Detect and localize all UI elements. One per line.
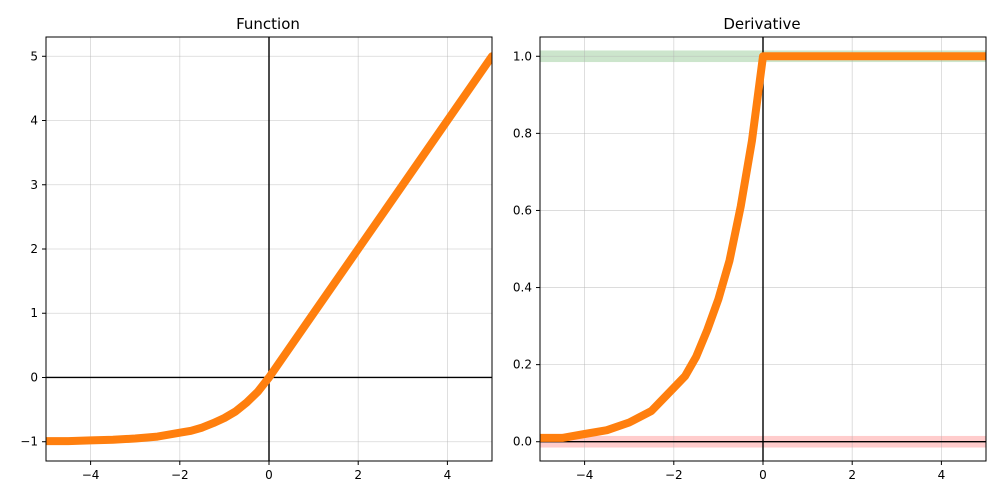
function-y-tick-label-5: 4: [30, 114, 38, 128]
derivative-x-tick-label-2: 0: [759, 468, 767, 482]
derivative-y-tick-label-5: 1.0: [513, 49, 532, 63]
derivative-title: Derivative: [723, 15, 800, 33]
derivative-x-tick-label-4: 4: [938, 468, 946, 482]
derivative-plot-area: [540, 37, 986, 461]
function-y-tick-label-1: 0: [30, 370, 38, 384]
function-x-tick-label-3: 2: [354, 468, 362, 482]
function-x-tick-label-2: 0: [265, 468, 273, 482]
derivative-x-tick-label-3: 2: [848, 468, 856, 482]
function-x-tick-label-1: −2: [171, 468, 189, 482]
function-y-tick-label-4: 3: [30, 178, 38, 192]
function-y-tick-label-3: 2: [30, 242, 38, 256]
function-y-tick-label-0: −1: [20, 435, 38, 449]
function-x-tick-label-4: 4: [444, 468, 452, 482]
function-x-tick-label-0: −4: [82, 468, 100, 482]
derivative-y-tick-label-3: 0.6: [513, 203, 532, 217]
function-y-tick-label-6: 5: [30, 49, 38, 63]
function-plot-area: [46, 37, 492, 461]
derivative-series-line-0: [540, 52, 986, 442]
function-title: Function: [236, 15, 300, 33]
derivative-y-tick-label-0: 0.0: [513, 435, 532, 449]
derivative-y-tick-label-1: 0.2: [513, 358, 532, 372]
function-y-tick-label-2: 1: [30, 306, 38, 320]
derivative-y-tick-label-4: 0.8: [513, 126, 532, 140]
function-series-line-0: [46, 52, 492, 446]
function-panel: Function −4 −2 0 2 4 −1 0 1 2 3 4 5: [20, 15, 493, 482]
derivative-panel: Derivative −4 −2 0 2 4 0.0 0.2 0.4 0.6 0.8 1.0: [513, 15, 987, 482]
derivative-y-tick-label-2: 0.4: [513, 281, 532, 295]
derivative-x-tick-label-0: −4: [576, 468, 594, 482]
derivative-x-tick-label-1: −2: [665, 468, 683, 482]
